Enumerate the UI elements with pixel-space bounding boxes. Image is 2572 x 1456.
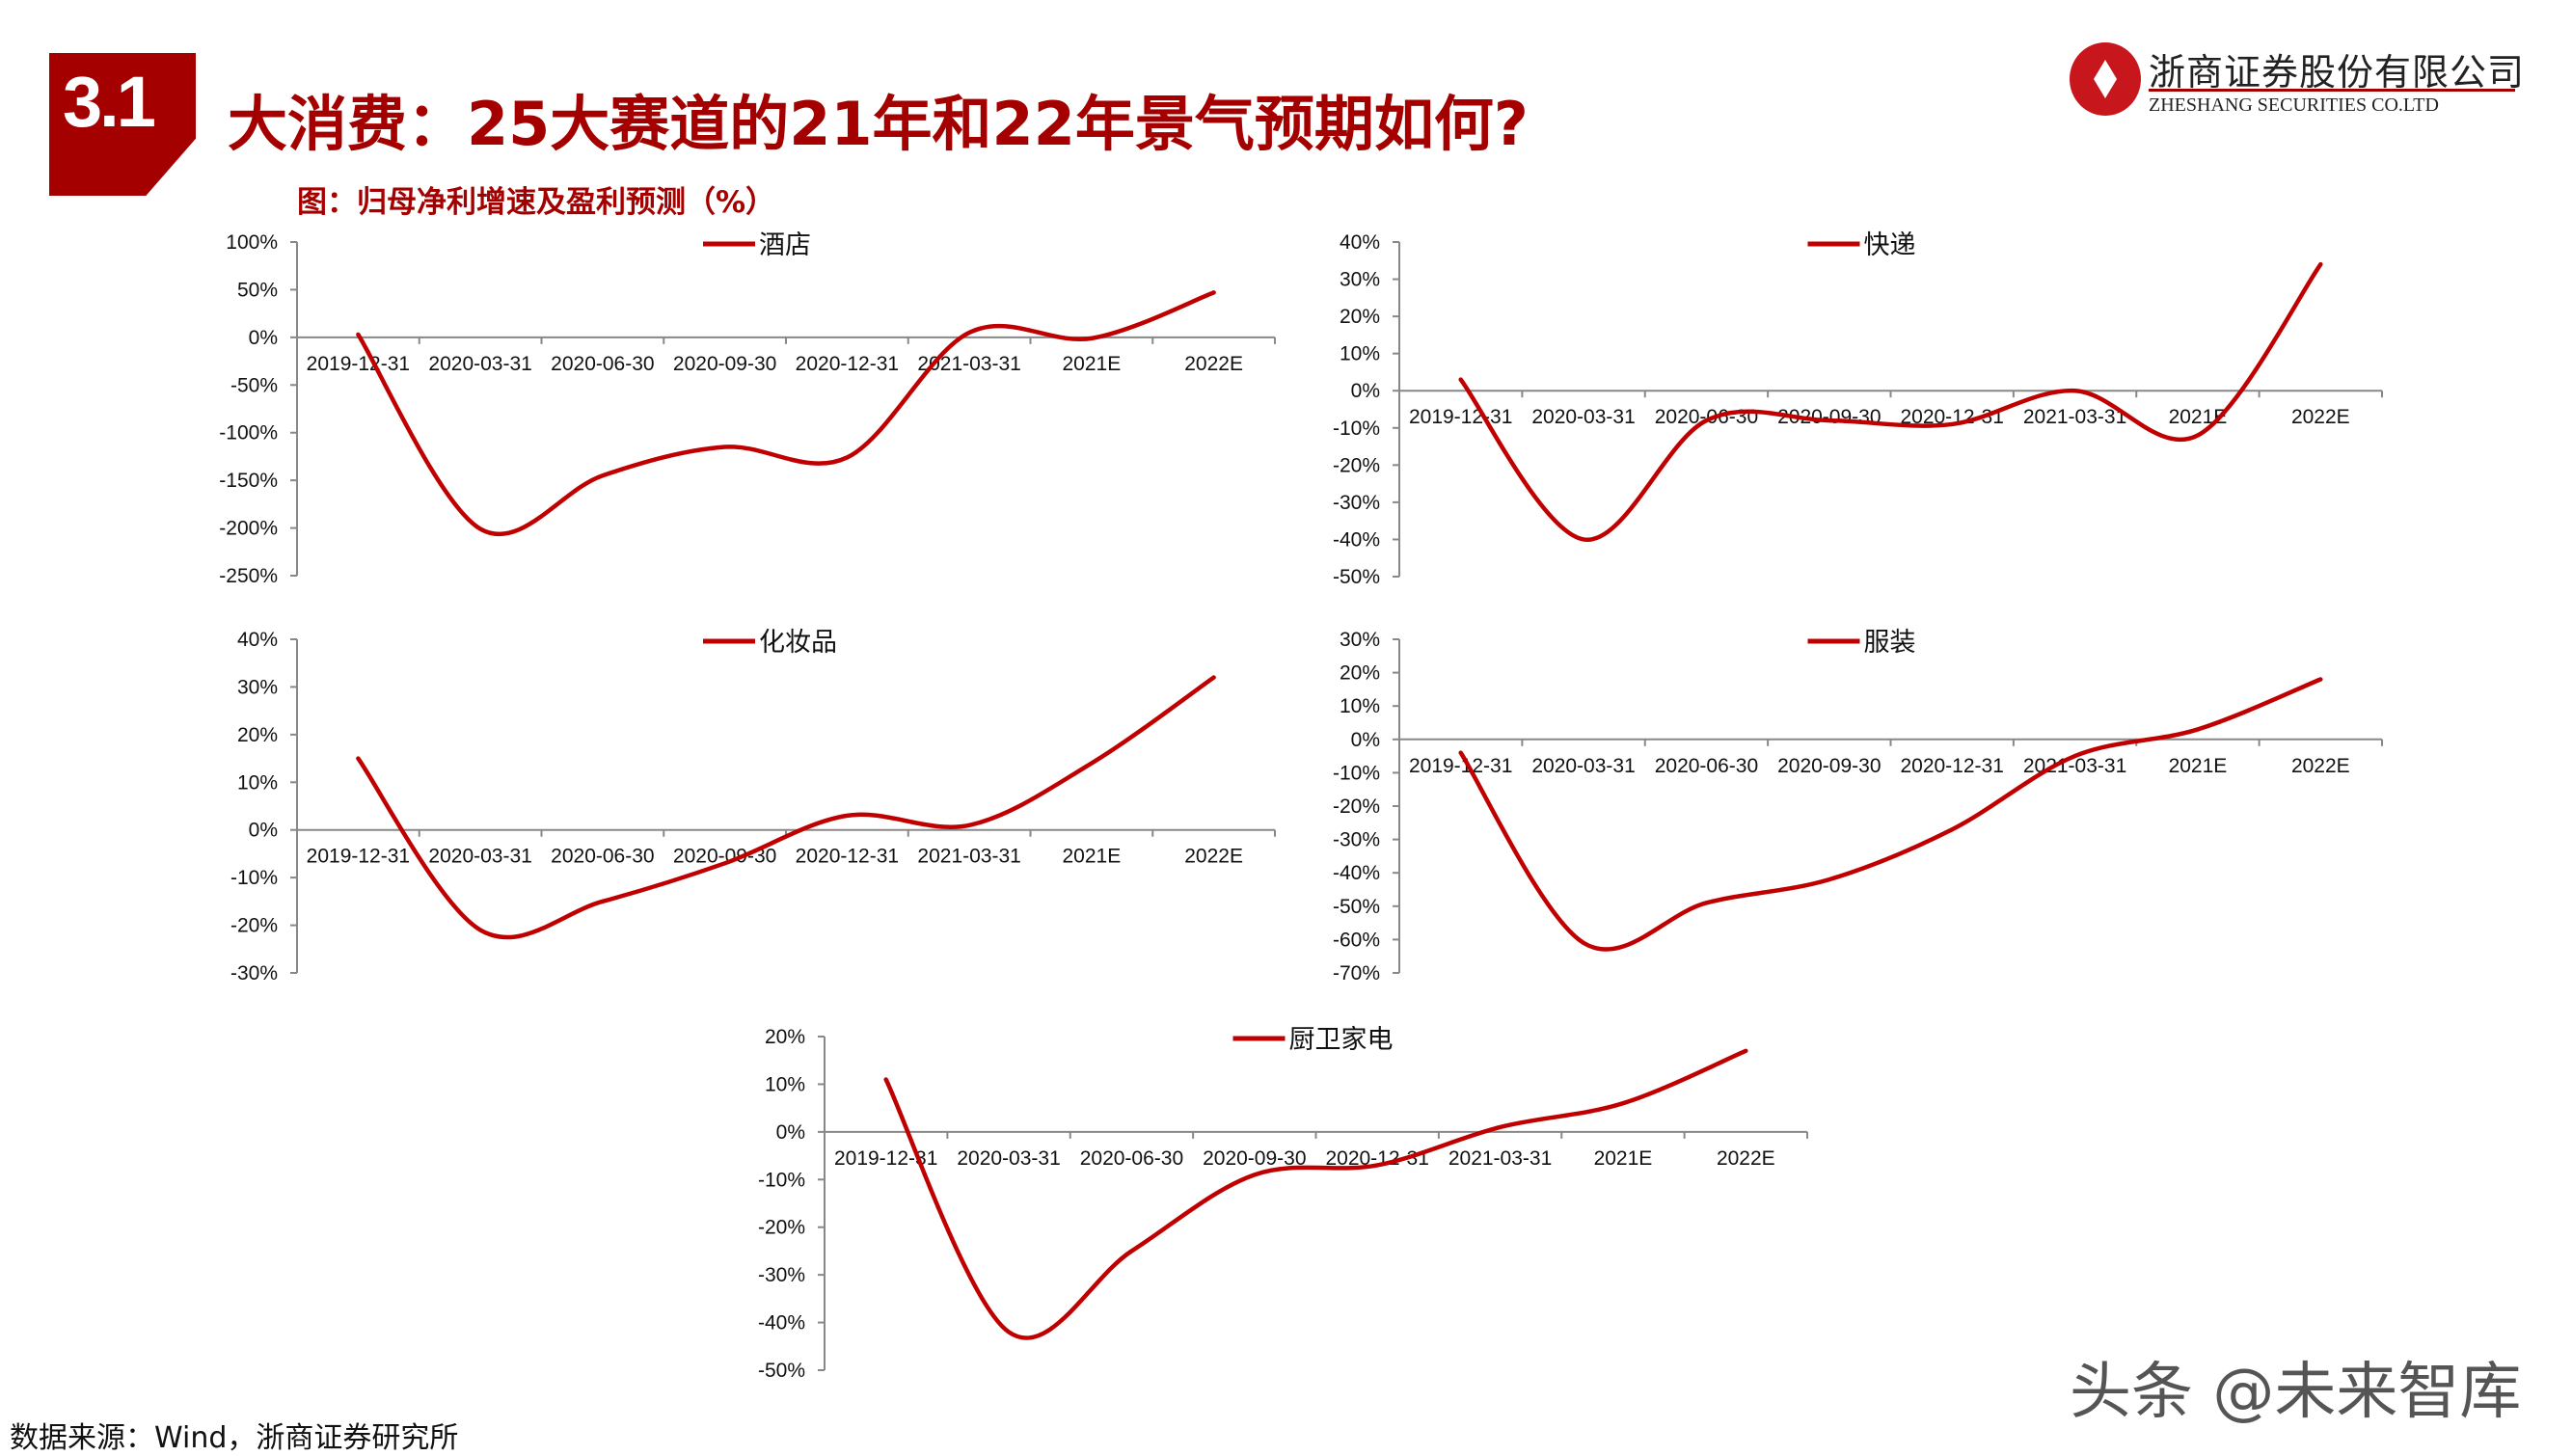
legend: 服装	[1808, 628, 1916, 658]
y-tick-label: -50%	[1333, 896, 1380, 918]
y-tick-label: 0%	[1351, 380, 1380, 402]
y-tick-label: -40%	[1333, 862, 1380, 884]
watermark: 头条 @未来智库	[2070, 1342, 2521, 1431]
x-tick-label: 2022E	[1184, 353, 1243, 375]
y-tick-label: -100%	[219, 422, 278, 445]
x-tick-label: 2020-06-30	[1080, 1147, 1183, 1170]
y-tick-label: -10%	[1333, 762, 1380, 784]
chart-apparel: 30% 20% 10% 0% -10% -20% -30% -40% -50% -60% -70% 2…	[1333, 628, 2382, 984]
legend: 快递	[1808, 230, 1916, 260]
x-tick-label: 2020-03-31	[428, 846, 531, 868]
x-tick-label: 2022E	[1717, 1147, 1775, 1170]
x-tick-label: 2020-06-30	[551, 846, 654, 868]
legend-label: 快递	[1864, 230, 1916, 260]
x-tick-label: 2022E	[1184, 846, 1243, 868]
y-tick-label: -10%	[230, 867, 278, 889]
x-tick-label: 2020-03-31	[957, 1147, 1060, 1170]
x-tick-label: 2021E	[1594, 1147, 1653, 1170]
x-tick-label: 2020-06-30	[551, 353, 654, 375]
y-tick-label: 40%	[237, 629, 278, 651]
x-tick-label: 2020-09-30	[1777, 755, 1881, 777]
y-tick-label: 10%	[1340, 695, 1380, 717]
legend: 化妆品	[703, 628, 837, 658]
y-tick-label: 10%	[765, 1073, 805, 1095]
x-tick-label: 2021-03-31	[2023, 406, 2126, 428]
legend-label: 服装	[1864, 628, 1916, 658]
x-tick-label: 2022E	[2291, 755, 2350, 777]
y-tick-label: 0%	[249, 820, 278, 842]
y-tick-label: -70%	[1333, 962, 1380, 984]
x-tick-label: 2020-03-31	[1531, 406, 1635, 428]
y-tick-label: -250%	[219, 565, 278, 587]
y-tick-label: 10%	[1340, 343, 1380, 365]
x-tick-label: 2019-12-31	[1409, 406, 1512, 428]
y-tick-label: -30%	[230, 962, 278, 984]
series-line-kitchen	[886, 1051, 1746, 1338]
y-tick-label: -40%	[758, 1312, 805, 1335]
x-tick-label: 2021E	[2169, 755, 2228, 777]
series-line-hotel	[358, 292, 1213, 534]
y-tick-label: 20%	[237, 724, 278, 746]
x-tick-label: 2021-03-31	[917, 846, 1020, 868]
x-tick-label: 2020-03-31	[428, 353, 531, 375]
x-tick-label: 2021-03-31	[1448, 1147, 1552, 1170]
x-tick-label: 2020-12-31	[796, 846, 899, 868]
y-tick-label: 30%	[1340, 629, 1380, 651]
y-tick-label: 50%	[237, 279, 278, 301]
y-tick-label: -50%	[758, 1360, 805, 1382]
y-tick-label: 0%	[1351, 729, 1380, 751]
y-tick-label: 30%	[1340, 269, 1380, 291]
x-tick-label: 2020-06-30	[1655, 755, 1758, 777]
y-tick-label: 100%	[226, 231, 278, 254]
chart-cosmetics: 40% 30% 20% 10% 0% -10% -20% -30% 2019-12-31 2020…	[230, 628, 1275, 984]
series-line-express	[1461, 264, 2321, 540]
y-tick-label: 20%	[765, 1026, 805, 1048]
y-tick-label: -30%	[1333, 492, 1380, 514]
x-tick-label: 2020-03-31	[1531, 755, 1635, 777]
y-tick-label: 20%	[1340, 306, 1380, 328]
y-tick-label: 0%	[776, 1121, 805, 1144]
y-tick-label: 20%	[1340, 662, 1380, 685]
y-tick-label: -40%	[1333, 528, 1380, 551]
x-tick-label: 2021E	[1063, 846, 1122, 868]
x-tick-label: 2020-09-30	[673, 353, 776, 375]
x-tick-label: 2020-12-31	[1900, 755, 2003, 777]
x-tick-label: 2021E	[1063, 353, 1122, 375]
y-tick-label: -150%	[219, 470, 278, 492]
y-tick-label: -20%	[1333, 454, 1380, 476]
legend-label: 酒店	[759, 230, 811, 260]
legend-label: 厨卫家电	[1289, 1025, 1394, 1055]
y-tick-label: -20%	[230, 915, 278, 937]
legend-label: 化妆品	[759, 628, 837, 658]
y-tick-label: -20%	[1333, 795, 1380, 818]
y-tick-label: -50%	[1333, 566, 1380, 588]
chart-express: 40% 30% 20% 10% 0% -10% -20% -30% -40% -50% 2019-1…	[1333, 230, 2382, 588]
y-tick-label: -20%	[758, 1217, 805, 1239]
x-tick-label: 2022E	[2291, 406, 2350, 428]
y-tick-label: -200%	[219, 518, 278, 540]
x-tick-label: 2019-12-31	[1409, 755, 1512, 777]
y-tick-label: -30%	[758, 1264, 805, 1286]
data-source: 数据来源：Wind，浙商证券研究所	[10, 1414, 458, 1456]
legend: 酒店	[703, 230, 811, 260]
chart-hotel: 100% 50% 0% -50% -100% -150% -200% -250% 2019-12…	[219, 230, 1275, 587]
y-tick-label: 10%	[237, 771, 278, 794]
y-tick-label: -10%	[1333, 418, 1380, 440]
y-tick-label: -50%	[230, 374, 278, 396]
y-tick-label: 0%	[249, 327, 278, 349]
series-line-cosmetics	[358, 678, 1213, 938]
x-tick-label: 2019-12-31	[307, 353, 410, 375]
x-tick-label: 2020-12-31	[796, 353, 899, 375]
y-tick-label: 40%	[1340, 231, 1380, 254]
y-tick-label: -10%	[758, 1169, 805, 1191]
y-tick-label: -30%	[1333, 829, 1380, 851]
series-line-apparel	[1461, 680, 2321, 950]
y-tick-label: 30%	[237, 676, 278, 698]
y-tick-label: -60%	[1333, 929, 1380, 951]
x-tick-label: 2019-12-31	[307, 846, 410, 868]
legend: 厨卫家电	[1233, 1025, 1394, 1055]
